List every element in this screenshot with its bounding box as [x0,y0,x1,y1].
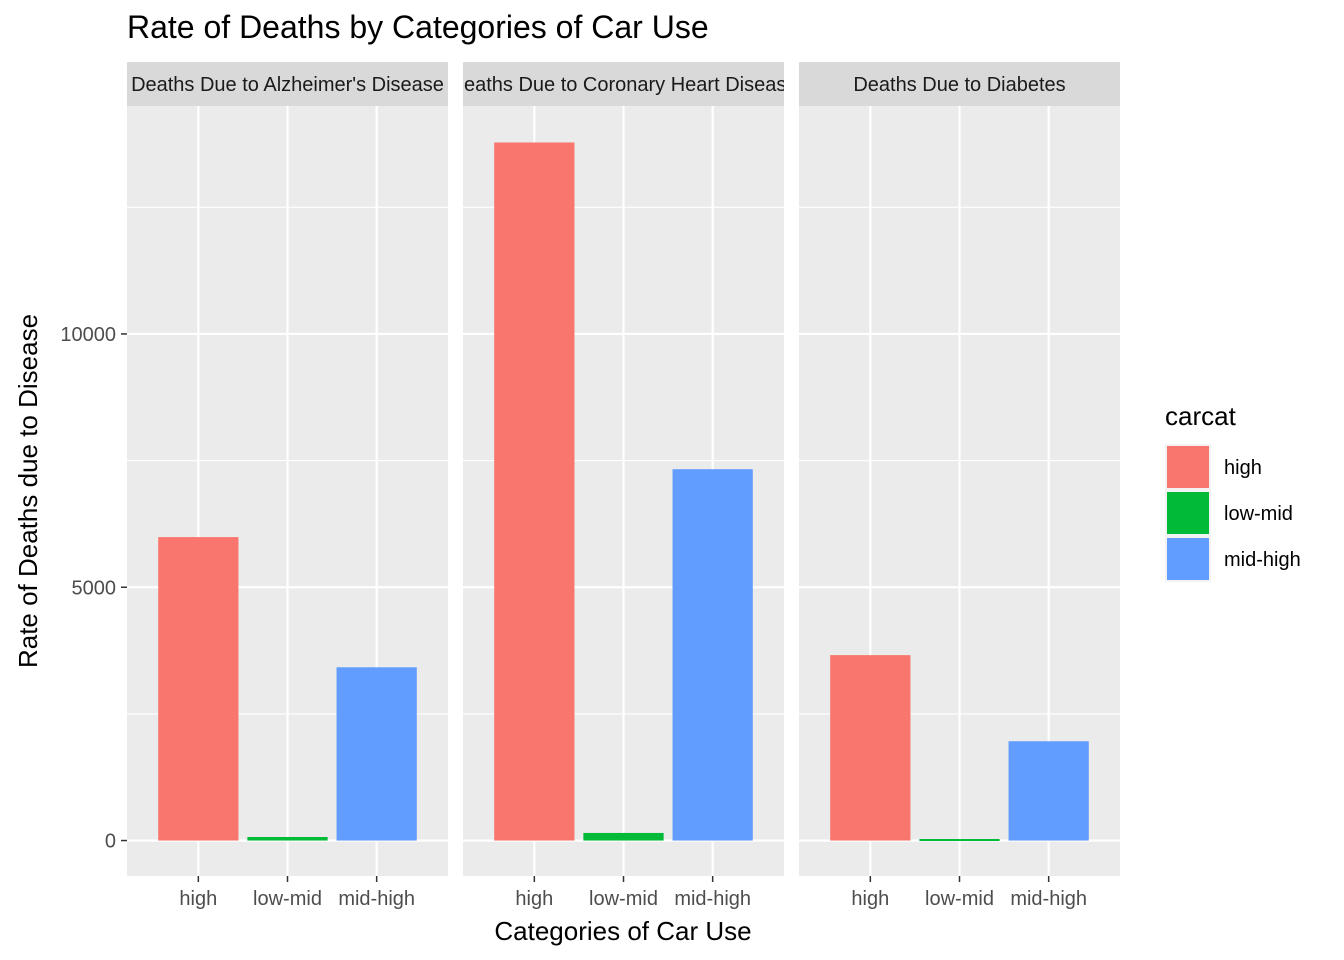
x-tick-label: mid-high [674,888,751,910]
x-tick-label: mid-high [338,888,415,910]
x-tick-label: mid-high [1010,888,1087,910]
bar-low-mid [583,832,664,841]
facet-strip [799,62,1120,106]
bar-mid-high [1008,741,1089,841]
bar-high [158,537,239,841]
facet-strip [127,62,448,106]
bar-low-mid [247,836,328,841]
facet-panel: Deaths Due to Alzheimer's Disease high low… [127,62,448,910]
bar-mid-high [672,469,753,841]
x-tick-label: high [515,888,553,910]
bar-mid-high [336,667,417,841]
x-tick-label: high [851,888,889,910]
facet-strip-label: Deaths Due to Alzheimer's Disease [131,74,444,96]
x-tick-label: low-mid [925,888,994,910]
legend-key-low-mid [1167,492,1209,534]
facet-panel: Deaths Due to Diabetes high low-mid mid-hig… [799,62,1120,910]
x-tick-label: low-mid [589,888,658,910]
y-axis: 0 5000 10000 [60,324,127,853]
bar-high [494,142,575,841]
bar-high [830,655,911,841]
legend-title: carcat [1165,401,1237,431]
facet-panel: Deaths Due to Coronary Heart Disease high… [450,62,798,910]
legend: carcat high low-mid mid-high [1165,401,1301,582]
y-tick-label: 10000 [60,324,116,346]
y-tick-label: 5000 [72,577,117,599]
x-tick-label: low-mid [253,888,322,910]
y-tick-label: 0 [105,831,116,853]
x-tick-label: high [179,888,217,910]
chart-title: Rate of Deaths by Categories of Car Use [127,9,709,45]
bar-low-mid [919,839,1000,842]
x-axis-title: Categories of Car Use [494,916,751,946]
legend-label: low-mid [1224,503,1293,525]
legend-key-high [1167,446,1209,488]
legend-key-mid-high [1167,538,1209,580]
facets: Deaths Due to Alzheimer's Disease high low… [127,62,1120,910]
facet-strip [463,62,784,106]
facet-strip-label: Deaths Due to Coronary Heart Disease [450,74,798,96]
y-axis-title: Rate of Deaths due to Disease [13,314,43,668]
legend-label: mid-high [1224,549,1301,571]
facet-strip-label: Deaths Due to Diabetes [853,74,1065,96]
legend-label: high [1224,457,1262,479]
